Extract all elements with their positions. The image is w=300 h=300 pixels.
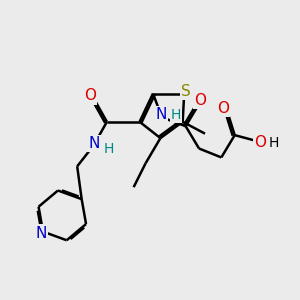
Text: N: N [156,107,167,122]
Text: O: O [194,93,206,108]
Text: H: H [268,136,278,150]
Text: O: O [254,135,266,150]
Text: N: N [88,136,100,151]
Text: O: O [217,101,229,116]
Text: H: H [103,142,114,155]
Text: O: O [84,88,96,104]
Text: S: S [181,84,190,99]
Text: N: N [36,226,47,241]
Text: H: H [171,108,181,122]
